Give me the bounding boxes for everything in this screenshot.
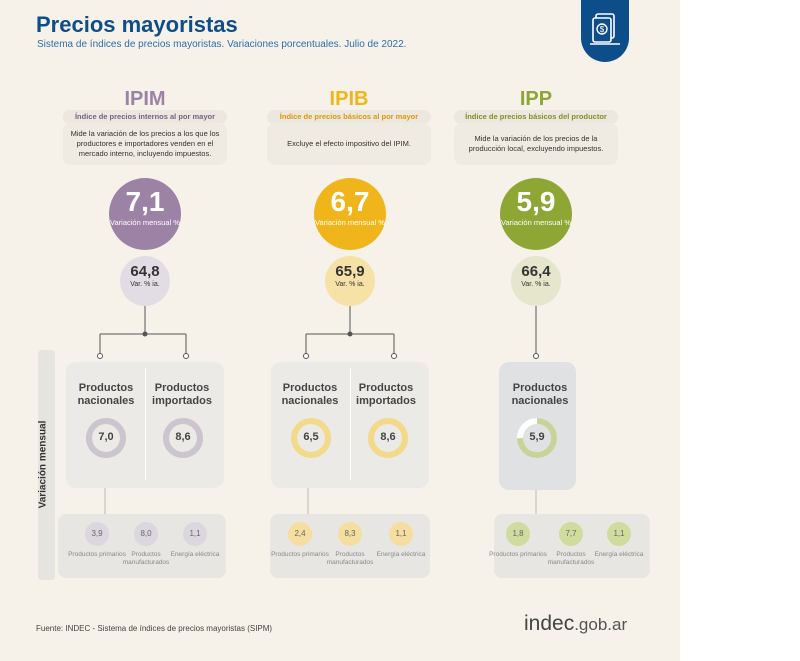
ring-ipim-imported (161, 416, 205, 460)
ipim-description: Mide la variación de los precios a los q… (63, 123, 227, 165)
indec-badge: $ (581, 0, 629, 62)
ipim-manufactured-dot: 8,0 (134, 522, 158, 546)
ipib-primary-dot: 2,4 (288, 522, 312, 546)
ipib-description: Excluye el efecto impositivo del IPIM. (267, 123, 431, 165)
ipib-yearly-value: 65,9 (335, 263, 365, 280)
ring-ipib-imported (366, 416, 410, 460)
brand-suffix: .gob.ar (574, 615, 628, 634)
ipim-yearly-label: Var. % ia. (130, 281, 160, 288)
ring-ipib-national (289, 416, 333, 460)
ipim-manufactured-label: Productos manufacturados (122, 551, 170, 566)
source-note: Fuente: INDEC - Sistema de índices de pr… (36, 624, 273, 633)
ipib-monthly-circle: 6,7 Variación mensual % (314, 178, 386, 250)
ipim-electric-label: Energía eléctrica (170, 551, 220, 558)
ipim-code: IPIM (124, 88, 166, 110)
ipp-components-panel (499, 362, 576, 490)
ring-ipim-national (84, 416, 128, 460)
ipim-primary-dot: 3,9 (85, 522, 109, 546)
ring-ipp-national (515, 416, 559, 460)
ipim-imported-value: 8,6 (175, 431, 191, 443)
ipib-name: Índice de precios básicos al por mayor (267, 110, 431, 124)
ipib-panel-divider (350, 368, 351, 480)
ipp-monthly-label: Variación mensual % (501, 218, 571, 227)
ipp-yearly-value: 66,4 (521, 263, 551, 280)
monthly-variation-sidebar (38, 350, 55, 580)
ipib-imported-label: Productos importados (356, 382, 416, 407)
ipib-electric-label: Energía eléctrica (376, 551, 426, 558)
infographic: Precios mayoristas Sistema de índices de… (0, 0, 680, 661)
ipim-national-label: Productos nacionales (77, 382, 135, 407)
indec-logo: indec.gob.ar (524, 612, 627, 636)
ipp-primary-label: Productos primarios (489, 551, 547, 558)
ipp-name: Índice de precios básicos del productor (454, 110, 618, 124)
ipib-electric-dot: 1,1 (389, 522, 413, 546)
ipib-yearly-label: Var. % ia. (335, 281, 365, 288)
ipp-electric-dot: 1,1 (607, 522, 631, 546)
ipib-manufactured-label: Productos manufacturados (326, 551, 374, 566)
ipib-monthly-label: Variación mensual % (315, 218, 385, 227)
ipim-primary-label: Productos primarios (68, 551, 126, 558)
ipim-monthly-label: Variación mensual % (110, 218, 180, 227)
ipim-monthly-value: 7,1 (125, 186, 165, 217)
ipp-manufactured-label: Productos manufacturados (547, 551, 595, 566)
ipim-national-value: 7,0 (98, 431, 114, 443)
ipib-imported-value: 8,6 (380, 431, 396, 443)
ipim-yearly-value: 64,8 (130, 263, 160, 280)
ipp-code: IPP (519, 88, 553, 110)
ipib-national-value: 6,5 (303, 431, 319, 443)
ipib-code: IPIB (329, 88, 369, 110)
ipp-national-value: 5,9 (529, 431, 545, 443)
ipp-yearly-label: Var. % ia. (521, 281, 551, 288)
ipib-yearly-circle: 65,9 Var. % ia. (325, 256, 375, 306)
ipp-primary-dot: 1,8 (506, 522, 530, 546)
ipib-national-label: Productos nacionales (281, 382, 339, 407)
page-title: Precios mayoristas (36, 12, 238, 37)
ipim-panel-divider (145, 368, 146, 480)
ipim-electric-dot: 1,1 (183, 522, 207, 546)
connector-lines (97, 306, 539, 516)
ipib-monthly-value: 6,7 (330, 186, 370, 217)
ipib-primary-label: Productos primarios (271, 551, 329, 558)
brand-main: indec (524, 612, 575, 635)
ipim-monthly-circle: 7,1 Variación mensual % (109, 178, 181, 250)
ipim-imported-label: Productos importados (152, 382, 212, 407)
ipp-national-label: Productos nacionales (511, 382, 569, 407)
ipp-monthly-circle: 5,9 Variación mensual % (500, 178, 572, 250)
ipp-manufactured-dot: 7,7 (559, 522, 583, 546)
ipp-description: Mide la variación de los precios de la p… (454, 123, 618, 165)
money-document-icon: $ (590, 13, 620, 45)
ipib-manufactured-dot: 8,3 (338, 522, 362, 546)
ipp-yearly-circle: 66,4 Var. % ia. (511, 256, 561, 306)
page-subtitle: Sistema de índices de precios mayoristas… (37, 39, 407, 50)
sidebar-label: Variación mensual (37, 420, 49, 509)
ipp-electric-label: Energía eléctrica (594, 551, 644, 558)
ipim-yearly-circle: 64,8 Var. % ia. (120, 256, 170, 306)
ipp-monthly-value: 5,9 (516, 186, 556, 217)
svg-text:$: $ (600, 25, 605, 34)
ipim-name: Índice de precios internos al por mayor (63, 110, 227, 124)
